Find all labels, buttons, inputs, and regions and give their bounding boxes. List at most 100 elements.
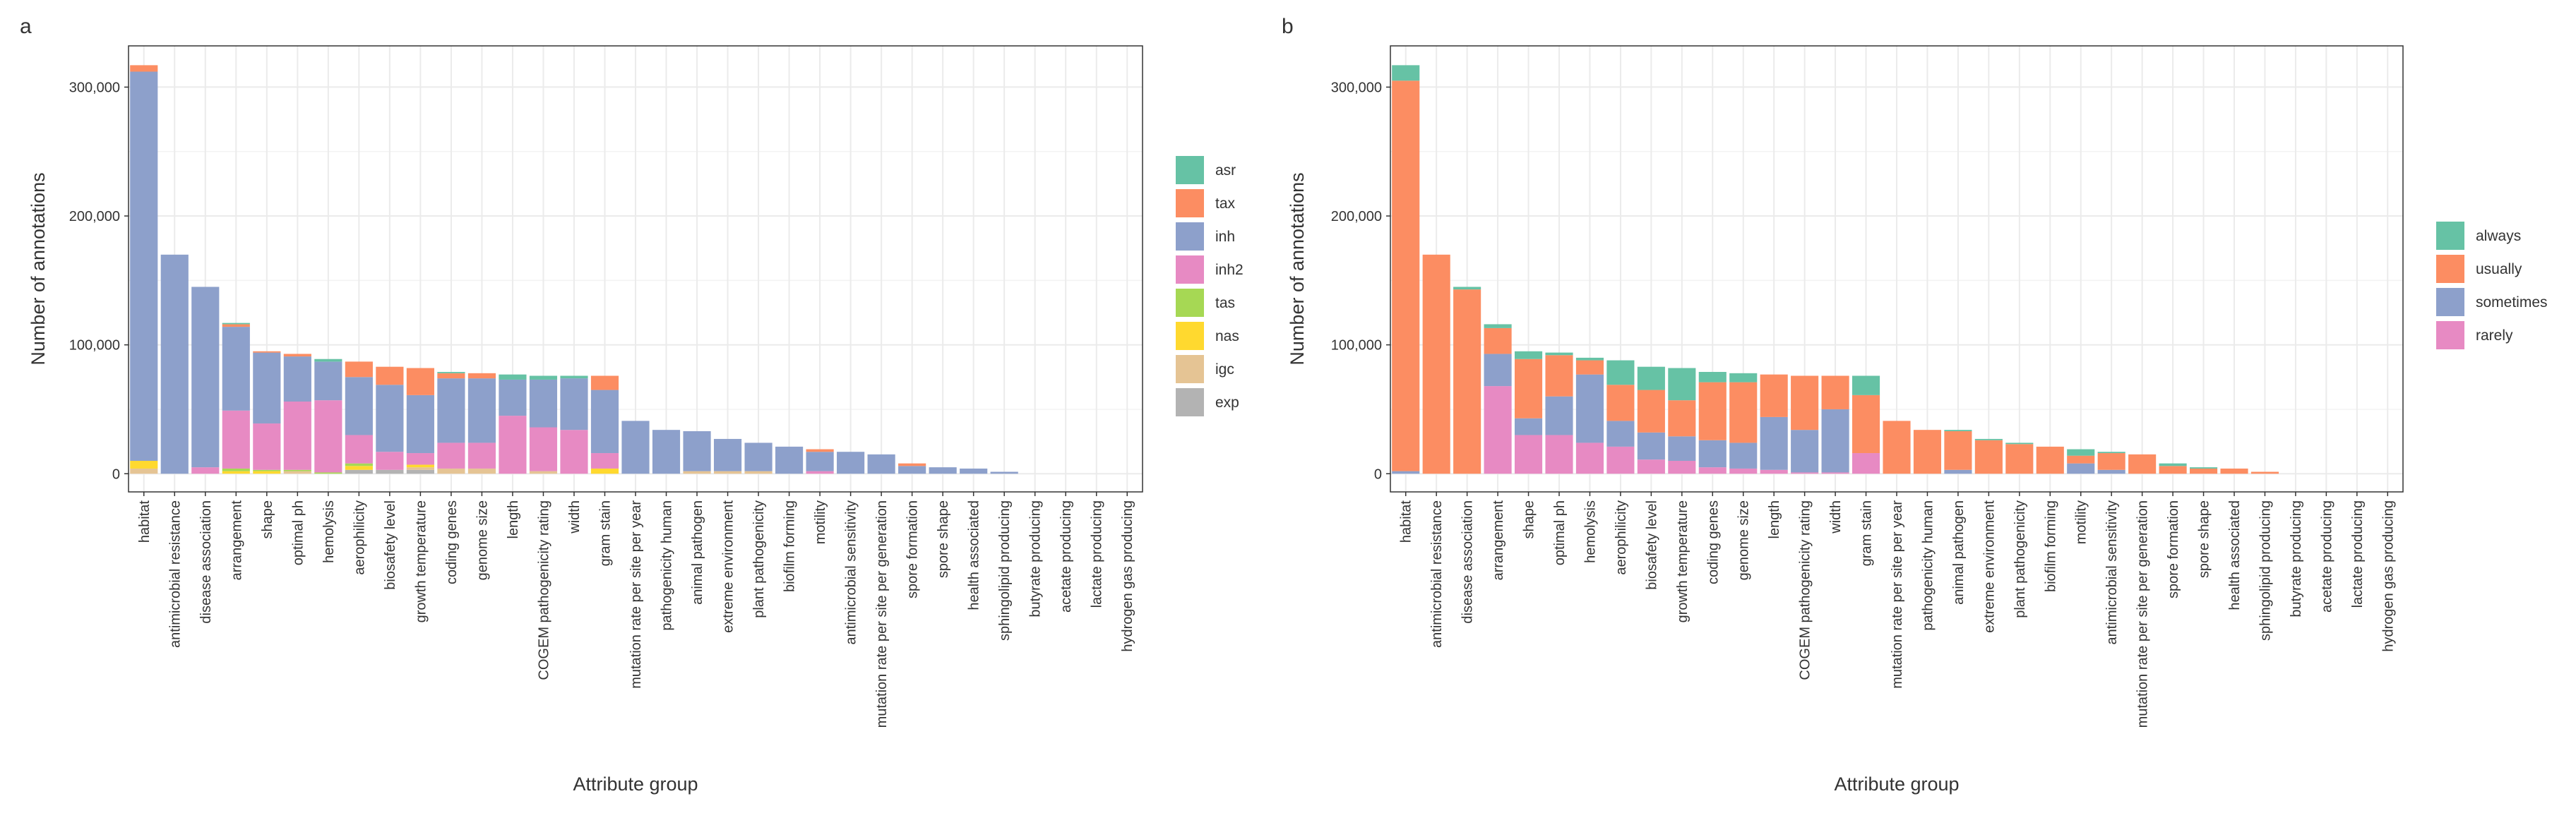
bar-segment [1791, 375, 1819, 430]
x-tick-label: biosafety level [383, 500, 398, 590]
bar-segment [713, 438, 742, 471]
panel-border [128, 45, 1143, 493]
bar-segment [467, 378, 496, 443]
x-tick-label: antimicrobial sensitivity [844, 500, 859, 645]
legend-label: igc [1215, 361, 1234, 378]
bar-segment [1944, 430, 1972, 431]
bar-segment [1698, 440, 1727, 468]
bar-segment [345, 463, 373, 466]
legend-label: rarely [2476, 327, 2513, 344]
bar-segment [345, 361, 373, 378]
x-tick-label: COGEM pathogenicity rating [1798, 500, 1813, 680]
bar-segment [2067, 455, 2095, 464]
x-tick-label: health associated [967, 500, 982, 610]
x-tick-label: biosafety level [1644, 500, 1659, 590]
bar-segment [345, 466, 373, 470]
bar-segment [437, 371, 465, 373]
bar-segment [1821, 409, 1849, 473]
bar-segment [222, 468, 250, 471]
x-tick-label: lactate producing [2350, 500, 2366, 608]
bar-segment [376, 469, 404, 474]
legend-swatch [1176, 289, 1204, 317]
bar-segment [1484, 354, 1512, 387]
bar-segment [406, 395, 434, 454]
legend-label: tas [1215, 295, 1235, 311]
bar-segment [1974, 440, 2003, 474]
bar-segment [406, 464, 434, 468]
x-tick-label: aerophilicity [352, 500, 367, 575]
bar-segment [1637, 432, 1665, 460]
bar-segment [1514, 435, 1543, 474]
y-tick-label: 0 [112, 466, 120, 482]
legend-swatch [1176, 255, 1204, 284]
bar-segment [1514, 351, 1543, 359]
x-tick-label: hydrogen gas producing [1120, 500, 1135, 652]
bar-segment [1944, 430, 1972, 470]
bar-segment [345, 469, 373, 474]
legend-swatch [2436, 222, 2464, 250]
x-tick-label: antimicrobial resistance [1429, 500, 1445, 648]
bar-segment [1668, 368, 1696, 401]
x-tick-label: gram stain [1859, 500, 1875, 566]
y-tick-label: 0 [1374, 466, 1382, 482]
legend-label: usually [2476, 261, 2522, 277]
bar-segment [499, 374, 527, 380]
x-tick-label: pathogenicity human [660, 500, 675, 631]
x-tick-label: extreme environment [721, 500, 737, 633]
bar-segment [499, 416, 527, 474]
bar-segment [1913, 430, 1942, 474]
bar-segment [222, 410, 250, 469]
bar-segment [1453, 287, 1481, 290]
x-tick-label: antimicrobial sensitivity [2104, 500, 2120, 645]
x-tick-label: mutation rate per site per generation [874, 500, 890, 728]
x-tick-label: length [1767, 500, 1782, 539]
bar-segment [222, 471, 250, 474]
x-tick-label: disease association [198, 500, 214, 624]
x-tick-label: animal pathogen [690, 500, 705, 605]
x-tick-label: acetate producing [1059, 500, 1074, 613]
bar-segment [1392, 65, 1420, 81]
bar-segment [929, 467, 957, 474]
bar-segment [406, 469, 434, 474]
bar-segment [2189, 467, 2218, 469]
bar-segment [1698, 371, 1727, 383]
x-tick-label: biofilm forming [2043, 500, 2058, 592]
bar-segment [1637, 366, 1665, 390]
x-tick-label: optimal ph [290, 500, 306, 565]
x-tick-label: habitat [137, 500, 153, 543]
bar-segment [283, 471, 311, 474]
bar-segment [1698, 467, 1727, 474]
y-tick-label: 200,000 [1331, 209, 1382, 224]
x-tick-label: mutation rate per site per generation [2135, 500, 2151, 728]
bar-segment [160, 254, 189, 474]
bar-segment [376, 452, 404, 470]
bar-segment [1729, 373, 1758, 383]
bar-segment [2128, 454, 2157, 474]
bar-segment [467, 373, 496, 379]
bar-segment [1422, 254, 1450, 474]
bar-segment [590, 375, 619, 390]
bar-segment [222, 323, 250, 325]
legend-swatch [1176, 156, 1204, 184]
x-tick-label: motility [2074, 500, 2089, 544]
bar-segment [1575, 442, 1604, 474]
bar-segment [1575, 357, 1604, 361]
bar-segment [253, 423, 281, 470]
bar-segment [1821, 472, 1849, 474]
bar-segment [253, 471, 281, 474]
panel-border [1390, 45, 2404, 493]
x-tick-label: arrangement [1491, 500, 1506, 581]
legend-swatch [1176, 222, 1204, 251]
bar-segment [1852, 395, 1880, 454]
legend-label: always [2476, 228, 2521, 244]
x-tick-label: optimal ph [1552, 500, 1568, 565]
bar-segment [590, 390, 619, 454]
bar-segment [806, 452, 834, 471]
bar-segment [1484, 327, 1512, 354]
bar-segment [2067, 449, 2095, 456]
bar-segment [806, 471, 834, 474]
bar-segment [1637, 390, 1665, 433]
bar-segment [744, 442, 773, 471]
bar-segment [1760, 374, 1788, 417]
